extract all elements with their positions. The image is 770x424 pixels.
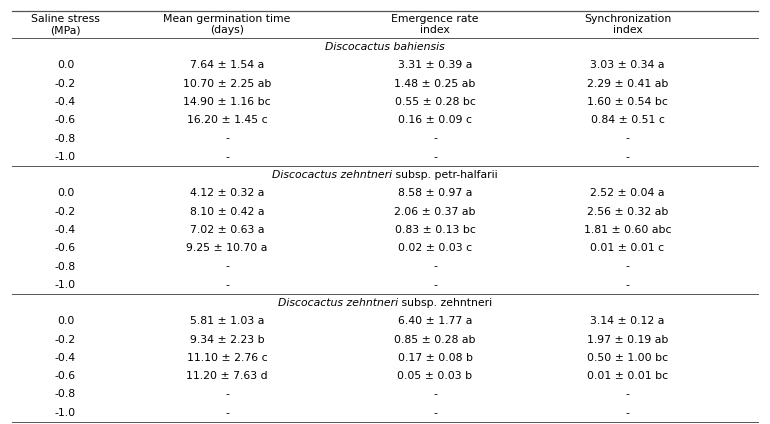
Text: 0.0: 0.0: [57, 316, 74, 326]
Text: Emergence rate
index: Emergence rate index: [391, 14, 479, 35]
Text: 0.0: 0.0: [57, 188, 74, 198]
Text: -0.6: -0.6: [55, 371, 76, 381]
Text: -0.6: -0.6: [55, 243, 76, 253]
Text: 0.17 ± 0.08 b: 0.17 ± 0.08 b: [397, 353, 473, 363]
Text: 0.02 ± 0.03 c: 0.02 ± 0.03 c: [398, 243, 472, 253]
Text: 3.14 ± 0.12 a: 3.14 ± 0.12 a: [591, 316, 665, 326]
Text: 4.12 ± 0.32 a: 4.12 ± 0.32 a: [190, 188, 264, 198]
Text: 7.64 ± 1.54 a: 7.64 ± 1.54 a: [190, 61, 264, 70]
Text: -0.4: -0.4: [55, 225, 76, 235]
Text: -: -: [625, 408, 630, 418]
Text: 0.0: 0.0: [57, 61, 74, 70]
Text: 0.16 ± 0.09 c: 0.16 ± 0.09 c: [398, 115, 472, 125]
Text: Discocactus zehntneri: Discocactus zehntneri: [278, 298, 398, 308]
Text: 0.84 ± 0.51 c: 0.84 ± 0.51 c: [591, 115, 665, 125]
Text: subsp. zehntneri: subsp. zehntneri: [398, 298, 492, 308]
Text: -0.2: -0.2: [55, 79, 76, 89]
Text: -0.4: -0.4: [55, 353, 76, 363]
Text: -: -: [625, 134, 630, 144]
Text: 8.58 ± 0.97 a: 8.58 ± 0.97 a: [398, 188, 472, 198]
Text: 3.03 ± 0.34 a: 3.03 ± 0.34 a: [591, 61, 665, 70]
Text: -0.6: -0.6: [55, 115, 76, 125]
Text: -: -: [433, 134, 437, 144]
Text: 1.60 ± 0.54 bc: 1.60 ± 0.54 bc: [587, 97, 668, 107]
Text: 0.01 ± 0.01 c: 0.01 ± 0.01 c: [591, 243, 665, 253]
Text: 7.02 ± 0.63 a: 7.02 ± 0.63 a: [190, 225, 264, 235]
Text: -1.0: -1.0: [55, 408, 76, 418]
Text: -0.8: -0.8: [55, 390, 76, 399]
Text: -: -: [225, 390, 229, 399]
Text: -0.2: -0.2: [55, 206, 76, 217]
Text: 0.55 ± 0.28 bc: 0.55 ± 0.28 bc: [394, 97, 476, 107]
Text: 9.34 ± 2.23 b: 9.34 ± 2.23 b: [190, 335, 264, 345]
Text: 0.83 ± 0.13 bc: 0.83 ± 0.13 bc: [394, 225, 476, 235]
Text: 11.10 ± 2.76 c: 11.10 ± 2.76 c: [187, 353, 267, 363]
Text: -: -: [225, 134, 229, 144]
Text: 10.70 ± 2.25 ab: 10.70 ± 2.25 ab: [183, 79, 271, 89]
Text: Discocactus bahiensis: Discocactus bahiensis: [325, 42, 445, 52]
Text: -0.8: -0.8: [55, 262, 76, 271]
Text: -0.8: -0.8: [55, 134, 76, 144]
Text: Mean germination time
(days): Mean germination time (days): [163, 14, 291, 35]
Text: -: -: [625, 390, 630, 399]
Text: Synchronization
index: Synchronization index: [584, 14, 671, 35]
Text: -0.2: -0.2: [55, 335, 76, 345]
Text: 1.48 ± 0.25 ab: 1.48 ± 0.25 ab: [394, 79, 476, 89]
Text: -: -: [433, 390, 437, 399]
Text: 8.10 ± 0.42 a: 8.10 ± 0.42 a: [190, 206, 264, 217]
Text: -: -: [625, 152, 630, 162]
Text: 5.81 ± 1.03 a: 5.81 ± 1.03 a: [190, 316, 264, 326]
Text: subsp. petr-halfarii: subsp. petr-halfarii: [392, 170, 498, 180]
Text: 2.56 ± 0.32 ab: 2.56 ± 0.32 ab: [587, 206, 668, 217]
Text: -0.4: -0.4: [55, 97, 76, 107]
Text: -1.0: -1.0: [55, 152, 76, 162]
Text: 0.85 ± 0.28 ab: 0.85 ± 0.28 ab: [394, 335, 476, 345]
Text: 0.50 ± 1.00 bc: 0.50 ± 1.00 bc: [587, 353, 668, 363]
Text: 0.01 ± 0.01 bc: 0.01 ± 0.01 bc: [587, 371, 668, 381]
Text: 2.52 ± 0.04 a: 2.52 ± 0.04 a: [591, 188, 665, 198]
Text: 9.25 ± 10.70 a: 9.25 ± 10.70 a: [186, 243, 268, 253]
Text: Saline stress
(MPa): Saline stress (MPa): [31, 14, 100, 35]
Text: -: -: [433, 408, 437, 418]
Text: -: -: [625, 280, 630, 290]
Text: -: -: [433, 280, 437, 290]
Text: -: -: [225, 280, 229, 290]
Text: -1.0: -1.0: [55, 280, 76, 290]
Text: 11.20 ± 7.63 d: 11.20 ± 7.63 d: [186, 371, 268, 381]
Text: -: -: [433, 262, 437, 271]
Text: -: -: [625, 262, 630, 271]
Text: 14.90 ± 1.16 bc: 14.90 ± 1.16 bc: [183, 97, 271, 107]
Text: -: -: [225, 262, 229, 271]
Text: 2.06 ± 0.37 ab: 2.06 ± 0.37 ab: [394, 206, 476, 217]
Text: 3.31 ± 0.39 a: 3.31 ± 0.39 a: [398, 61, 472, 70]
Text: 16.20 ± 1.45 c: 16.20 ± 1.45 c: [187, 115, 267, 125]
Text: -: -: [225, 408, 229, 418]
Text: 1.97 ± 0.19 ab: 1.97 ± 0.19 ab: [587, 335, 668, 345]
Text: 0.05 ± 0.03 b: 0.05 ± 0.03 b: [397, 371, 473, 381]
Text: 1.81 ± 0.60 abc: 1.81 ± 0.60 abc: [584, 225, 671, 235]
Text: -: -: [433, 152, 437, 162]
Text: Discocactus zehntneri: Discocactus zehntneri: [272, 170, 392, 180]
Text: 6.40 ± 1.77 a: 6.40 ± 1.77 a: [398, 316, 472, 326]
Text: -: -: [225, 152, 229, 162]
Text: 2.29 ± 0.41 ab: 2.29 ± 0.41 ab: [587, 79, 668, 89]
